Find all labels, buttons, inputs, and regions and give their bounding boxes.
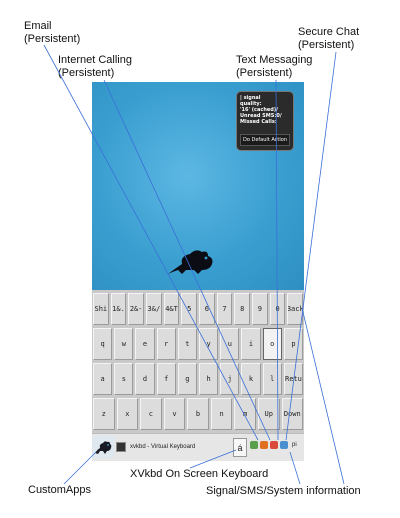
system-tray: pi bbox=[250, 441, 297, 449]
keyboard-row-home: a s d f g h j k l Retu bbox=[92, 362, 304, 396]
desktop-background: | signal quality: '16' (cached)/ Unread … bbox=[92, 82, 304, 290]
key-k[interactable]: k bbox=[241, 363, 261, 395]
keyboard-row-bottom: z x c v b n m Up Down bbox=[92, 397, 304, 431]
signal-info-callout: Signal/SMS/System information bbox=[206, 485, 361, 497]
key-a[interactable]: a bbox=[93, 363, 113, 395]
key-r[interactable]: r bbox=[156, 328, 176, 360]
key-9[interactable]: 9 bbox=[252, 293, 268, 325]
key-i[interactable]: i bbox=[241, 328, 261, 360]
key-d[interactable]: d bbox=[135, 363, 155, 395]
key-u[interactable]: u bbox=[220, 328, 240, 360]
key-m[interactable]: m bbox=[234, 398, 256, 430]
key-backspace[interactable]: Back bbox=[287, 293, 304, 325]
tray-label: pi bbox=[292, 442, 297, 448]
key-6[interactable]: 6 bbox=[199, 293, 215, 325]
phone-screen: | signal quality: '16' (cached)/ Unread … bbox=[92, 82, 304, 461]
key-x[interactable]: x bbox=[116, 398, 139, 430]
key-y[interactable]: y bbox=[199, 328, 219, 360]
virtual-keyboard: Shi 1&. 2&- 3&/ 4&T 5 6 7 8 9 0 Back q w… bbox=[92, 290, 304, 433]
key-v[interactable]: v bbox=[163, 398, 186, 430]
key-p[interactable]: p bbox=[283, 328, 304, 360]
xvkbd-task-icon bbox=[116, 442, 126, 452]
key-shift[interactable]: Shi bbox=[93, 293, 109, 325]
key-f[interactable]: f bbox=[156, 363, 176, 395]
signal-info-leader-line-2 bbox=[301, 307, 345, 485]
key-l[interactable]: l bbox=[262, 363, 282, 395]
email-callout: Email (Persistent) bbox=[24, 20, 81, 45]
xfce-mouse-icon bbox=[168, 250, 213, 274]
keyboard-row-numbers: Shi 1&. 2&- 3&/ 4&T 5 6 7 8 9 0 Back bbox=[92, 292, 304, 326]
key-n[interactable]: n bbox=[210, 398, 233, 430]
chat-icon[interactable] bbox=[260, 441, 268, 449]
xvkbd-task-label: xvkbd - Virtual Keyboard bbox=[130, 444, 196, 450]
key-t[interactable]: t bbox=[177, 328, 198, 360]
calling-icon[interactable] bbox=[270, 441, 278, 449]
xvkbd-callout: XVkbd On Screen Keyboard bbox=[130, 468, 269, 480]
custom-apps-callout: CustomApps bbox=[28, 484, 91, 496]
key-3[interactable]: 3&/ bbox=[146, 293, 162, 325]
key-down[interactable]: Down bbox=[281, 398, 304, 430]
key-5[interactable]: 5 bbox=[181, 293, 198, 325]
key-g[interactable]: g bbox=[177, 363, 198, 395]
internet-calling-callout: Internet Calling (Persistent) bbox=[58, 54, 132, 79]
key-j[interactable]: j bbox=[220, 363, 240, 395]
key-up[interactable]: Up bbox=[257, 398, 280, 430]
key-z[interactable]: z bbox=[93, 398, 115, 430]
key-q[interactable]: q bbox=[93, 328, 113, 360]
key-4[interactable]: 4&T bbox=[163, 293, 180, 325]
key-e[interactable]: e bbox=[135, 328, 155, 360]
keyboard-row-top: q w e r t y u i o p bbox=[92, 327, 304, 361]
taskbar: xvkbd - Virtual Keyboard á pi bbox=[92, 433, 304, 461]
messaging-icon[interactable] bbox=[250, 441, 258, 449]
key-o[interactable]: o bbox=[262, 328, 282, 360]
keyboard-toggle-button[interactable]: á bbox=[233, 438, 247, 457]
xvkbd-task-button[interactable]: xvkbd - Virtual Keyboard bbox=[116, 439, 236, 455]
key-h[interactable]: h bbox=[199, 363, 219, 395]
key-s[interactable]: s bbox=[114, 363, 134, 395]
notification-popup: | signal quality: '16' (cached)/ Unread … bbox=[236, 91, 294, 151]
key-8[interactable]: 8 bbox=[234, 293, 251, 325]
key-1[interactable]: 1&. bbox=[110, 293, 127, 325]
key-c[interactable]: c bbox=[140, 398, 162, 430]
key-w[interactable]: w bbox=[114, 328, 134, 360]
default-action-button[interactable]: Do Default Action bbox=[240, 134, 290, 146]
secure-chat-callout: Secure Chat (Persistent) bbox=[298, 26, 360, 51]
popup-line: Missed Calls: bbox=[240, 119, 277, 125]
key-2[interactable]: 2&- bbox=[128, 293, 145, 325]
text-messaging-callout: Text Messaging (Persistent) bbox=[236, 54, 313, 79]
custom-apps-launcher-icon[interactable] bbox=[92, 436, 114, 458]
key-0[interactable]: 0 bbox=[269, 293, 286, 325]
key-b[interactable]: b bbox=[187, 398, 209, 430]
signal-icon[interactable] bbox=[280, 441, 288, 449]
key-return[interactable]: Retu bbox=[283, 363, 304, 395]
key-7[interactable]: 7 bbox=[216, 293, 233, 325]
